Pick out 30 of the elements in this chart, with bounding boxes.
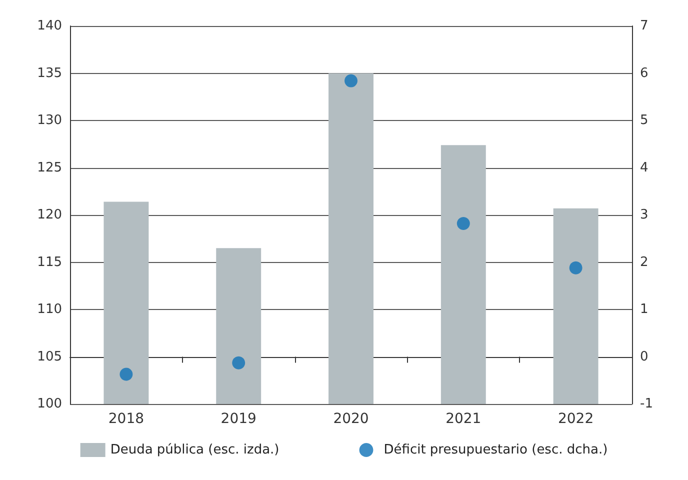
y-tick-label: 100: [37, 396, 62, 412]
y-tick-label: 125: [37, 160, 62, 176]
x-tick-label: 2022: [558, 411, 594, 427]
y2-tick-label: 3: [640, 208, 648, 222]
point: [120, 368, 133, 381]
point: [232, 356, 246, 370]
point: [456, 217, 470, 230]
y-tick-label: 110: [37, 302, 62, 317]
y2-tick-label: -1: [640, 396, 653, 412]
y-tick-label: 140: [37, 18, 62, 34]
legend-label: Déficit presupuestario (esc. dcha.): [384, 442, 608, 458]
y2-tick-label: 5: [640, 113, 648, 128]
y-tick-label: 115: [37, 254, 62, 270]
y2-tick-label: 4: [640, 160, 648, 176]
point: [344, 74, 358, 88]
y2-tick-label: 2: [640, 254, 648, 270]
y2-tick-label: 0: [640, 349, 648, 364]
y2-tick-label: 6: [640, 66, 648, 81]
x-tick-label: 2021: [446, 411, 482, 427]
legend-label: Deuda pública (esc. izda.): [110, 442, 280, 458]
point: [569, 261, 582, 274]
y2-tick-label: 7: [640, 18, 648, 34]
y2-tick-label: 1: [640, 302, 648, 317]
y-tick-label: 105: [37, 349, 62, 364]
x-tick-label: 2018: [108, 411, 144, 427]
x-tick-label: 2019: [220, 411, 256, 427]
y-tick-label: 135: [37, 66, 62, 81]
y-tick-label: 120: [37, 208, 62, 222]
y-tick-label: 130: [37, 113, 62, 128]
x-tick-label: 2020: [333, 411, 369, 427]
